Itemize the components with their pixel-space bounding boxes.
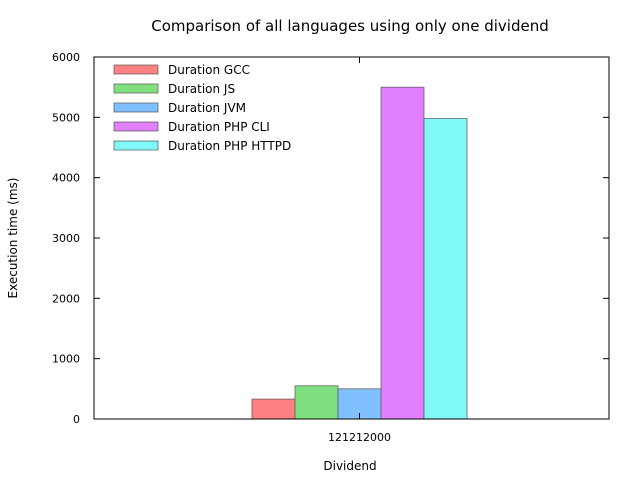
legend: Duration GCC Duration JS Duration JVM Durat… <box>113 63 291 153</box>
y-tick-label: 5000 <box>52 111 80 124</box>
y-tick-label: 2000 <box>52 292 80 305</box>
legend-swatch <box>113 102 159 113</box>
x-axis-label: Dividend <box>323 459 376 473</box>
chart-title: Comparison of all languages using only o… <box>151 17 549 35</box>
x-tick-label: 121212000 <box>328 431 391 444</box>
legend-label: Duration JS <box>168 82 235 96</box>
legend-label: Duration JVM <box>168 101 246 115</box>
legend-label: Duration PHP CLI <box>168 120 270 134</box>
bar-duration-js <box>294 385 339 420</box>
y-tick-label: 6000 <box>52 51 80 64</box>
legend-label: Duration GCC <box>168 63 250 77</box>
bar-duration-gcc <box>251 398 296 420</box>
y-tick-label: 3000 <box>52 232 80 245</box>
legend-swatch <box>113 64 159 75</box>
axes-group: 121212000 0 1000 2000 3000 4000 5000 6000 <box>52 51 610 444</box>
legend-swatch <box>113 121 159 132</box>
bar-duration-php-cli <box>380 86 425 420</box>
y-tick-label: 1000 <box>52 353 80 366</box>
bar-duration-php-httpd <box>423 118 468 420</box>
legend-swatch <box>113 140 159 151</box>
y-tick-label: 0 <box>73 413 80 426</box>
y-axis-label: Execution time (ms) <box>6 178 20 299</box>
legend-label: Duration PHP HTTPD <box>168 139 291 153</box>
y-tick-label: 4000 <box>52 172 80 185</box>
legend-swatch <box>113 83 159 94</box>
bars-group <box>251 86 468 420</box>
